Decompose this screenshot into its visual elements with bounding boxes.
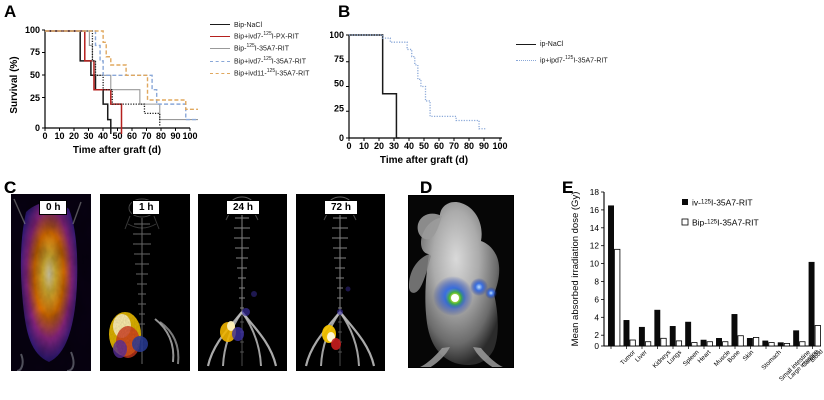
svg-text:14: 14 [590, 223, 600, 233]
svg-text:90: 90 [479, 141, 489, 151]
svg-text:30: 30 [83, 131, 93, 141]
svg-text:10: 10 [359, 141, 369, 151]
svg-text:0: 0 [594, 341, 599, 351]
svg-text:50: 50 [419, 141, 429, 151]
svg-text:iv-125I-35A7-RIT: iv-125I-35A7-RIT [692, 198, 753, 208]
svg-text:16: 16 [590, 205, 600, 215]
svg-text:Time after graft (d): Time after graft (d) [380, 155, 468, 166]
svg-text:60: 60 [434, 141, 444, 151]
svg-text:100: 100 [492, 141, 507, 151]
svg-text:40: 40 [404, 141, 414, 151]
svg-text:70: 70 [449, 141, 459, 151]
svg-text:80: 80 [156, 131, 166, 141]
svg-text:0: 0 [35, 123, 40, 133]
svg-text:25: 25 [334, 103, 344, 113]
svg-text:80: 80 [464, 141, 474, 151]
svg-text:90: 90 [170, 131, 180, 141]
svg-text:75: 75 [30, 47, 40, 57]
svg-text:30: 30 [389, 141, 399, 151]
svg-text:0: 0 [339, 133, 344, 143]
svg-text:6: 6 [594, 294, 599, 304]
svg-text:100: 100 [182, 131, 197, 141]
svg-text:75: 75 [334, 54, 344, 64]
svg-text:Time after graft (d): Time after graft (d) [73, 145, 161, 156]
svg-text:20: 20 [69, 131, 79, 141]
svg-text:50: 50 [30, 70, 40, 80]
svg-text:60: 60 [127, 131, 137, 141]
svg-text:12: 12 [590, 241, 600, 251]
svg-text:50: 50 [334, 79, 344, 89]
svg-text:100: 100 [25, 25, 40, 35]
svg-text:0: 0 [42, 131, 47, 141]
svg-text:Bip-125I-35A7-RIT: Bip-125I-35A7-RIT [692, 218, 759, 228]
svg-text:4: 4 [594, 312, 599, 322]
svg-text:20: 20 [374, 141, 384, 151]
svg-text:0: 0 [346, 141, 351, 151]
svg-text:100: 100 [330, 30, 344, 40]
svg-text:25: 25 [30, 93, 40, 103]
svg-text:Survival (%): Survival (%) [9, 56, 20, 113]
svg-text:Mean absorbed irradiation dose: Mean absorbed irradiation dose (Gy) [570, 192, 581, 347]
svg-text:40: 40 [98, 131, 108, 141]
svg-text:70: 70 [141, 131, 151, 141]
svg-text:8: 8 [594, 277, 599, 287]
svg-text:10: 10 [54, 131, 64, 141]
svg-text:18: 18 [590, 187, 600, 197]
svg-text:2: 2 [594, 330, 599, 340]
svg-text:10: 10 [590, 259, 600, 269]
